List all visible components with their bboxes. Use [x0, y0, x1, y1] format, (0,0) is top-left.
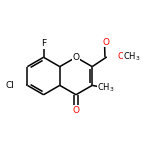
Text: O: O	[73, 53, 79, 62]
Text: F: F	[41, 39, 46, 48]
Text: Cl: Cl	[5, 81, 14, 90]
Text: O: O	[117, 52, 124, 61]
Text: O: O	[103, 38, 110, 47]
Text: CH$_3$: CH$_3$	[123, 51, 141, 63]
Text: O: O	[73, 106, 79, 115]
Text: CH$_3$: CH$_3$	[97, 82, 115, 94]
